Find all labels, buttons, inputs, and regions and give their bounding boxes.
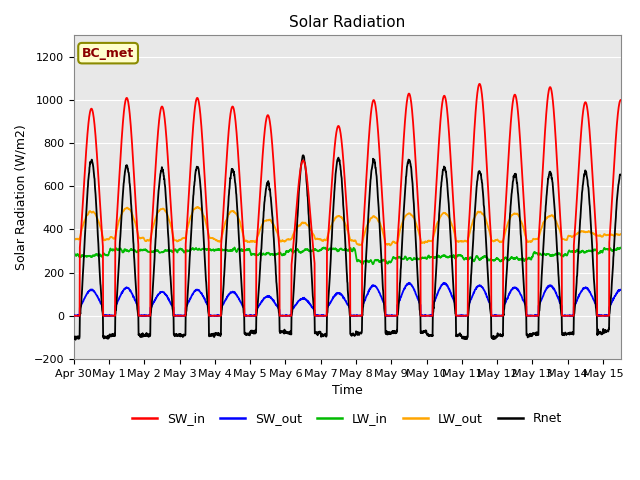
X-axis label: Time: Time — [332, 384, 363, 397]
Y-axis label: Solar Radiation (W/m2): Solar Radiation (W/m2) — [15, 124, 28, 270]
Text: BC_met: BC_met — [82, 47, 134, 60]
Title: Solar Radiation: Solar Radiation — [289, 15, 405, 30]
Legend: SW_in, SW_out, LW_in, LW_out, Rnet: SW_in, SW_out, LW_in, LW_out, Rnet — [127, 407, 567, 430]
